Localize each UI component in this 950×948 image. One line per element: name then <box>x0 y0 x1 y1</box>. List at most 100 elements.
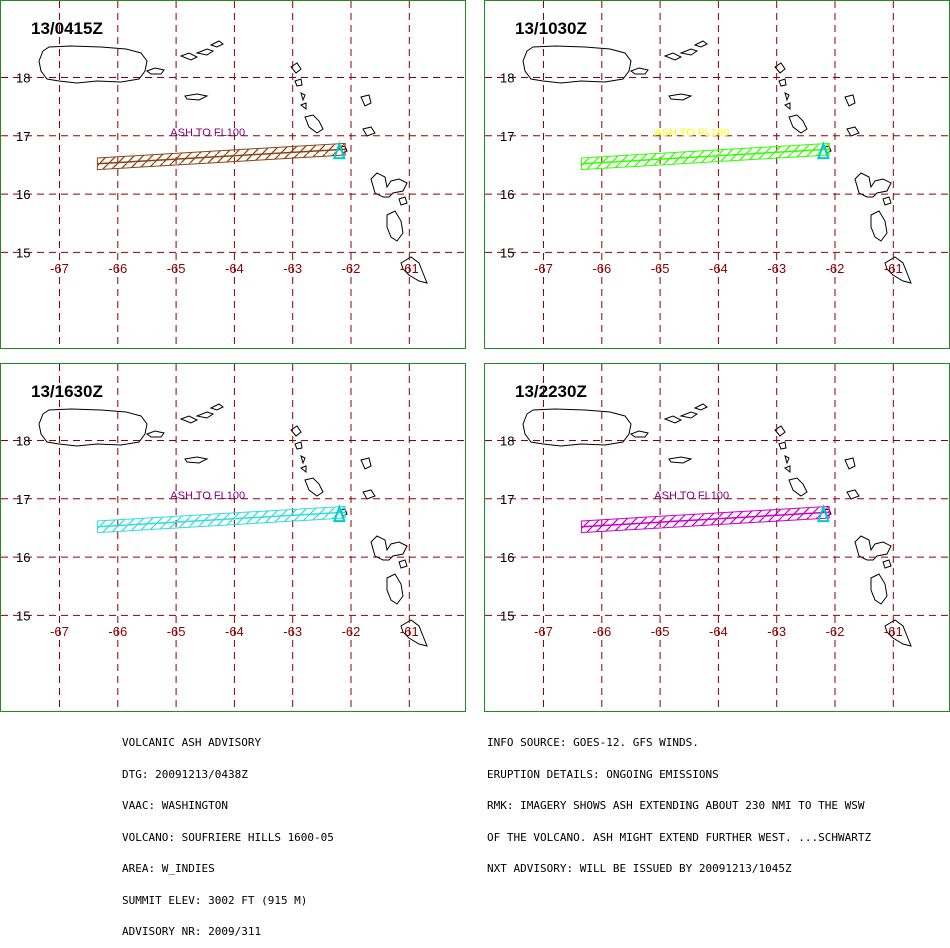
latitude-label: 16 <box>16 187 30 202</box>
advisory-line: VOLCANIC ASH ADVISORY <box>122 736 262 749</box>
puerto-rico-outline <box>522 408 632 447</box>
antigua-outline <box>844 457 856 470</box>
latitude-label: 17 <box>500 492 514 507</box>
marie-galante-outline <box>398 196 408 206</box>
longitude-label: -65 <box>167 624 186 639</box>
marie-galante-outline <box>882 196 892 206</box>
volcano-marker-icon <box>332 141 346 160</box>
longitude-label: -61 <box>400 261 419 276</box>
advisory-right-text: INFO SOURCE: GOES-12. GFS WINDS. ERUPTIO… <box>487 717 871 885</box>
ash-label: ASH TO FL100 <box>654 127 729 139</box>
ash-cloud-axis <box>581 511 830 528</box>
st-croix-outline <box>184 456 209 464</box>
map-canvas: ASH TO FL100 18 17 16 15 -67 -66 -65 -64 -63 -62 -6… <box>1 1 465 348</box>
advisory-line: OF THE VOLCANO. ASH MIGHT EXTEND FURTHER… <box>487 830 872 844</box>
st-croix-outline <box>668 456 693 464</box>
anguilla-outline <box>774 425 787 450</box>
guadeloupe-outline <box>854 535 892 561</box>
virgin-islands-outline <box>663 403 708 424</box>
longitude-label: -64 <box>709 261 728 276</box>
volcano-marker-icon <box>816 141 830 160</box>
longitude-label: -64 <box>225 624 244 639</box>
st-kitts-outline <box>304 114 324 134</box>
guadeloupe-outline <box>854 172 892 198</box>
advisory-line: INFO SOURCE: GOES-12. GFS WINDS. <box>487 736 699 749</box>
martinique-outline <box>884 619 912 647</box>
longitude-label: -64 <box>709 624 728 639</box>
latitude-label: 15 <box>500 608 514 623</box>
advisory-line: AREA: W_INDIES <box>122 862 215 875</box>
islands-east <box>362 126 376 137</box>
map-canvas: ASH TO FL100 18 17 16 15 -67 -66 -65 -64 -63 -62 -6… <box>485 1 949 348</box>
vieques-outline <box>629 430 649 438</box>
panel-time: 13/0415Z <box>31 19 103 38</box>
latitude-label: 17 <box>16 129 30 144</box>
dominica-outline <box>870 210 888 242</box>
vieques-outline <box>145 430 165 438</box>
dominica-outline <box>386 573 404 605</box>
longitude-label: -63 <box>767 624 786 639</box>
advisory-line: SUMMIT ELEV: 3002 FT (915 M) <box>122 893 308 907</box>
panel-time: 13/1030Z <box>515 19 587 38</box>
longitude-label: -62 <box>342 261 361 276</box>
latitude-label: 16 <box>500 550 514 565</box>
longitude-label: -67 <box>534 624 553 639</box>
islands-north <box>300 92 307 111</box>
map-panel-3: ASH TO FL100 18 17 16 15 -67 -66 -65 -64 -63 -62 -6… <box>0 363 466 712</box>
islands-north <box>300 455 307 474</box>
map-panel-1: ASH TO FL100 18 17 16 15 -67 -66 -65 -64 -63 -62 -6… <box>0 0 466 349</box>
puerto-rico-outline <box>522 45 632 84</box>
latitude-label: 18 <box>16 71 30 86</box>
anguilla-outline <box>774 62 787 87</box>
marie-galante-outline <box>882 559 892 569</box>
ash-label: ASH TO FL100 <box>654 490 729 502</box>
martinique-outline <box>400 619 428 647</box>
virgin-islands-outline <box>663 40 708 61</box>
volcano-marker-icon <box>332 504 346 523</box>
latitude-label: 18 <box>500 434 514 449</box>
antigua-outline <box>360 94 372 107</box>
ash-cloud-axis <box>97 148 346 165</box>
map-canvas: ASH TO FL100 18 17 16 15 -67 -66 -65 -64 -63 -62 -6… <box>485 364 949 711</box>
advisory-line: RMK: IMAGERY SHOWS ASH EXTENDING ABOUT 2… <box>487 799 865 812</box>
islands-north <box>784 455 791 474</box>
longitude-label: -61 <box>884 624 903 639</box>
latitude-label: 15 <box>16 608 30 623</box>
longitude-label: -66 <box>592 261 611 276</box>
virgin-islands-outline <box>179 40 224 61</box>
dominica-outline <box>870 573 888 605</box>
panel-time: 13/1630Z <box>31 382 103 401</box>
islands-east <box>362 489 376 500</box>
ash-label: ASH TO FL100 <box>170 490 245 502</box>
latitude-label: 16 <box>16 550 30 565</box>
st-kitts-outline <box>304 477 324 497</box>
map-panel-4: ASH TO FL100 18 17 16 15 -67 -66 -65 -64 -63 -62 -6… <box>484 363 950 712</box>
latitude-label: 17 <box>500 129 514 144</box>
guadeloupe-outline <box>370 535 408 561</box>
st-croix-outline <box>184 93 209 101</box>
vieques-outline <box>629 67 649 75</box>
longitude-label: -67 <box>50 261 69 276</box>
anguilla-outline <box>290 62 303 87</box>
longitude-label: -65 <box>167 261 186 276</box>
antigua-outline <box>844 94 856 107</box>
st-croix-outline <box>668 93 693 101</box>
latitude-label: 17 <box>16 492 30 507</box>
advisory-line: VOLCANO: SOUFRIERE HILLS 1600-05 <box>122 830 334 844</box>
longitude-label: -62 <box>342 624 361 639</box>
ash-cloud-axis <box>581 148 830 165</box>
longitude-label: -65 <box>651 261 670 276</box>
volcano-marker-icon <box>816 504 830 523</box>
longitude-label: -62 <box>826 261 845 276</box>
longitude-label: -62 <box>826 624 845 639</box>
advisory-left-text: VOLCANIC ASH ADVISORY DTG: 20091213/0438… <box>122 717 334 948</box>
anguilla-outline <box>290 425 303 450</box>
latitude-label: 18 <box>500 71 514 86</box>
antigua-outline <box>360 457 372 470</box>
islands-east <box>846 489 860 500</box>
advisory-line: NXT ADVISORY: WILL BE ISSUED BY 20091213… <box>487 862 792 875</box>
map-canvas: ASH TO FL100 18 17 16 15 -67 -66 -65 -64 -63 -62 -6… <box>1 364 465 711</box>
ash-label: ASH TO FL100 <box>170 127 245 139</box>
puerto-rico-outline <box>38 45 148 84</box>
latitude-label: 15 <box>16 245 30 260</box>
